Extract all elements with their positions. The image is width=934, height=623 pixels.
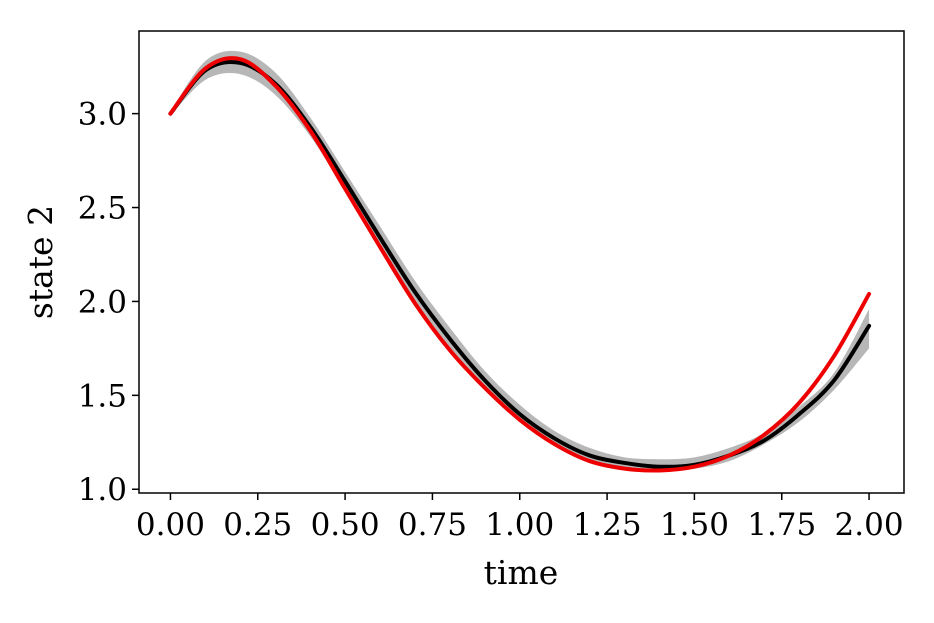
y-tick-label: 3.0 xyxy=(78,97,127,133)
y-tick-label: 2.0 xyxy=(78,284,127,320)
x-tick-label: 2.00 xyxy=(835,507,904,543)
uncertainty-band xyxy=(170,50,870,471)
x-tick-label: 1.75 xyxy=(747,507,816,543)
y-tick-label: 1.5 xyxy=(78,378,127,414)
y-axis: 1.0 1.5 2.0 2.5 3.0 xyxy=(78,97,139,508)
x-axis: 0.00 0.25 0.50 0.75 1.00 1.25 1.50 1.75 2.00 xyxy=(136,493,904,543)
x-tick-label: 1.50 xyxy=(660,507,729,543)
x-tick-label: 1.00 xyxy=(485,507,554,543)
y-axis-label: state 2 xyxy=(21,205,60,319)
x-tick-label: 1.25 xyxy=(573,507,642,543)
plot-area xyxy=(168,50,872,473)
x-tick-label: 0.50 xyxy=(311,507,380,543)
series-line-2 xyxy=(168,56,872,473)
x-tick-label: 0.25 xyxy=(223,507,292,543)
plot-frame xyxy=(138,30,905,494)
y-tick-label: 2.5 xyxy=(78,191,127,227)
x-tick-label: 0.75 xyxy=(398,507,467,543)
x-axis-label: time xyxy=(484,553,559,592)
x-tick-label: 0.00 xyxy=(136,507,205,543)
y-tick-label: 1.0 xyxy=(78,472,127,508)
